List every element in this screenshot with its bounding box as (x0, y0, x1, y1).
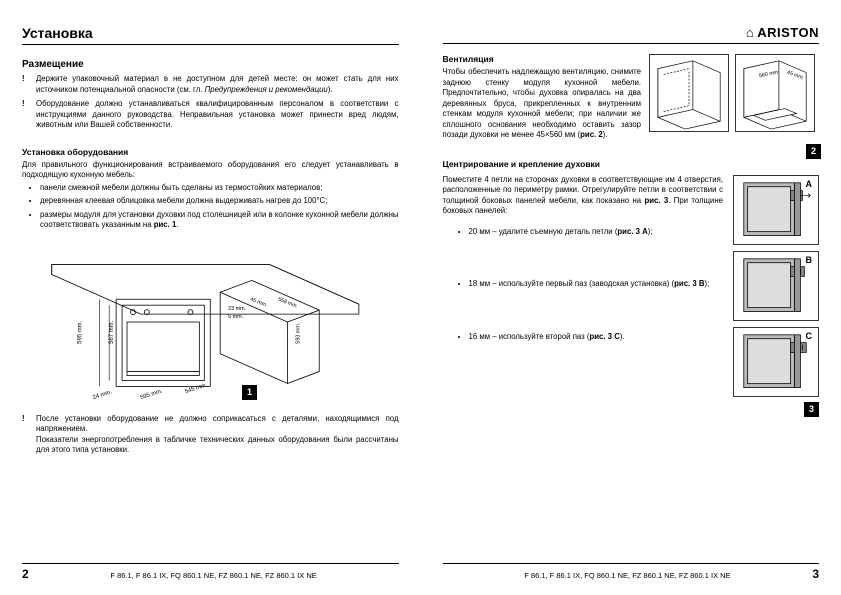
page-right: ⌂ ARISTON Вентиляция Чтобы обеспечить на… (421, 0, 841, 595)
subheading-equipment: Установка оборудования (22, 147, 399, 157)
dim-label: 593 mm. (295, 322, 301, 344)
dim-label: 24 mm. (92, 389, 113, 401)
list-item: деревянная клеевая облицовка мебели долж… (40, 196, 399, 207)
dim-label: 595 mm. (77, 320, 83, 343)
figure-3a: A (733, 175, 819, 245)
warning-text: Оборудование должно устанавливаться квал… (36, 99, 399, 131)
list-item: панели смежной мебели должны быть сделан… (40, 183, 399, 194)
figure-2b: 560 mm. 45 mm. (735, 54, 815, 132)
brand-logo: ⌂ ARISTON (746, 25, 819, 40)
figure-3b: B (733, 251, 819, 321)
requirements-list: панели смежной мебели должны быть сделан… (22, 183, 399, 234)
header-right: ⌂ ARISTON (443, 25, 820, 44)
figure-1-svg: 595 mm. 567 mm. 595 mm. 545 mm. 24 mm. 4… (22, 244, 399, 404)
dim-label: 545 mm. (184, 382, 208, 395)
hinge-item-b: 18 мм – используйте первый паз (заводска… (469, 279, 724, 290)
ventilation-paragraph: Чтобы обеспечить надлежащую вентиляцию, … (443, 67, 642, 141)
brand-text: ARISTON (757, 25, 819, 40)
model-list: F 86.1, F 86.1 IX, FQ 860.1 NE, FZ 860.1… (443, 571, 813, 580)
figure-letter: B (804, 255, 815, 265)
figure-2a (649, 54, 729, 132)
header-left: Установка (22, 25, 399, 45)
list-item: размеры модуля для установки духовки под… (40, 210, 399, 231)
page-number: 3 (812, 567, 819, 581)
page-title: Установка (22, 25, 93, 41)
svg-text:45 mm.: 45 mm. (786, 70, 805, 82)
intro-paragraph: Для правильного функционирования встраив… (22, 160, 399, 181)
section-placement: Размещение (22, 59, 399, 70)
warning-text: После установки оборудование не должно с… (36, 414, 399, 456)
hinge-list: 20 мм – удалите съемную деталь петли (ри… (443, 227, 724, 238)
warning-text: Держите упаковочный материал в не доступ… (36, 74, 399, 95)
warning-icon: ! (22, 74, 30, 95)
subheading-centering: Центрирование и крепление духовки (443, 159, 820, 169)
warning-list-2: ! После установки оборудование не должно… (22, 414, 399, 460)
svg-text:560 mm.: 560 mm. (759, 69, 781, 79)
figure-1: 595 mm. 567 mm. 595 mm. 545 mm. 24 mm. 4… (22, 244, 399, 404)
hinge-item-c: 16 мм – используйте второй паз (рис. 3 С… (469, 332, 724, 343)
warning-item: ! После установки оборудование не должно… (22, 414, 399, 456)
hinge-item-a: 20 мм – удалите съемную деталь петли (ри… (469, 227, 724, 238)
figure-badge-3: 3 (804, 402, 819, 417)
dim-label: 595 mm. (140, 388, 164, 401)
centering-block: Центрирование и крепление духовки Помест… (443, 151, 820, 397)
dim-label: 558 mm. (277, 296, 299, 310)
dim-label: 45 mm. (249, 296, 269, 309)
subheading-ventilation: Вентиляция (443, 54, 642, 64)
hinge-list: 16 мм – используйте второй паз (рис. 3 С… (443, 332, 724, 343)
hinge-list: 18 мм – используйте первый паз (заводска… (443, 279, 724, 290)
figure-letter: C (804, 331, 815, 341)
model-list: F 86.1, F 86.1 IX, FQ 860.1 NE, FZ 860.1… (29, 571, 399, 580)
footer-right: F 86.1, F 86.1 IX, FQ 860.1 NE, FZ 860.1… (443, 563, 820, 581)
page-number: 2 (22, 567, 29, 581)
figure-2-group: 560 mm. 45 mm. 2 (649, 54, 819, 141)
warning-icon: ! (22, 414, 30, 456)
figure-badge-2: 2 (806, 144, 821, 159)
figure-badge-1: 1 (242, 385, 257, 400)
figure-3-stack: A B (733, 175, 819, 397)
warning-item: ! Держите упаковочный материал в не дост… (22, 74, 399, 95)
footer-left: 2 F 86.1, F 86.1 IX, FQ 860.1 NE, FZ 860… (22, 563, 399, 581)
warning-list-1: ! Держите упаковочный материал в не дост… (22, 74, 399, 135)
figure-3c: C (733, 327, 819, 397)
dim-label: 23 mm. (228, 306, 247, 312)
figure-letter: A (804, 179, 815, 189)
page-left: Установка Размещение ! Держите упаковочн… (0, 0, 421, 595)
brand-icon: ⌂ (746, 26, 754, 39)
dim-label: 5 mm. (228, 314, 244, 320)
dim-label: 567 mm. (109, 320, 115, 343)
warning-item: ! Оборудование должно устанавливаться кв… (22, 99, 399, 131)
centering-paragraph: Поместите 4 петли на сторонах духовки в … (443, 175, 724, 217)
warning-icon: ! (22, 99, 30, 131)
ventilation-block: Вентиляция Чтобы обеспечить надлежащую в… (443, 54, 820, 141)
